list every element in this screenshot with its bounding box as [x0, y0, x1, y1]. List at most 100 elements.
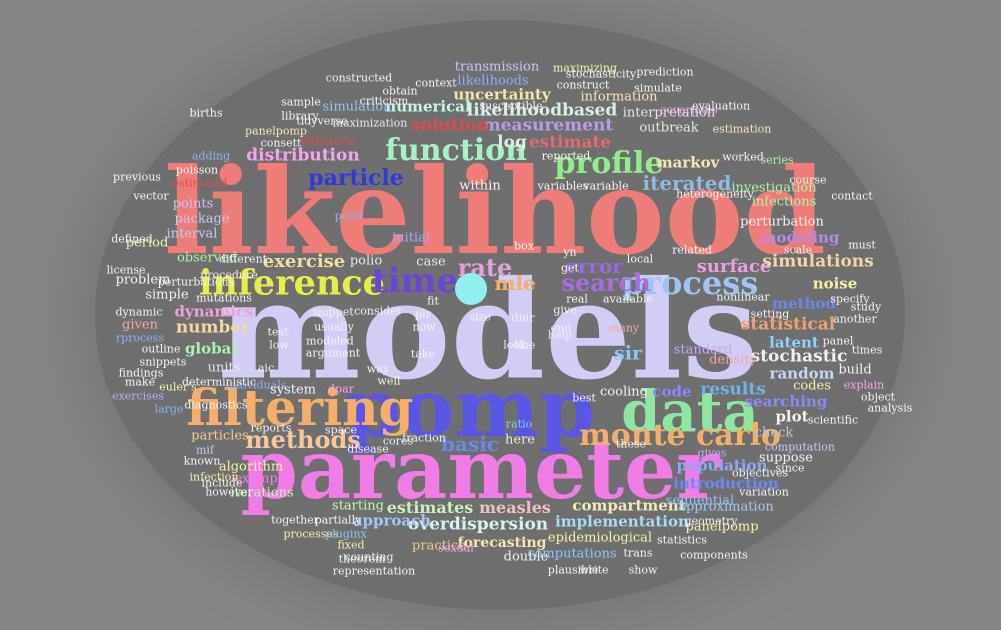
cloud-word: susceptible: [479, 99, 543, 113]
cloud-word: period: [125, 235, 169, 251]
cloud-word: another: [833, 312, 877, 326]
cloud-word: panelpomp: [685, 519, 759, 535]
cloud-word: density: [709, 352, 757, 368]
cloud-word: worked: [722, 150, 764, 164]
cloud-word: interval: [166, 226, 218, 242]
cloud-word: dynamics: [174, 302, 254, 321]
cloud-word: outline: [141, 342, 181, 356]
cloud-word: known: [183, 454, 221, 468]
cloud-word: problem: [115, 272, 171, 288]
cloud-word: compartment: [572, 496, 686, 515]
cloud-word: numerical: [385, 97, 471, 116]
cloud-word: build: [838, 362, 872, 378]
cloud-word: ratio: [505, 417, 533, 431]
cloud-word: consider: [354, 304, 402, 318]
cloud-word: specify: [830, 292, 870, 306]
cloud-word: times: [851, 343, 883, 357]
cloud-word: get: [561, 261, 579, 275]
cloud-word: example: [234, 471, 290, 487]
cloud-word: transmission: [454, 59, 540, 75]
cloud-word: modeled: [306, 334, 354, 348]
cloud-word: forecasting: [457, 535, 547, 551]
cloud-word: given: [122, 317, 158, 333]
cloud-word: time: [371, 261, 459, 301]
cloud-word: simulate: [634, 81, 682, 95]
cloud-word: many: [608, 321, 640, 335]
cloud-word: exercises: [112, 389, 164, 403]
cloud-word: outbreak: [639, 120, 699, 136]
cloud-word: cores: [382, 434, 414, 448]
cloud-word: likelihoods: [457, 73, 529, 89]
cloud-word: since: [775, 461, 805, 475]
cloud-word: box: [514, 239, 534, 253]
cloud-word: individuals: [225, 378, 287, 392]
cloud-word: fraction: [402, 431, 446, 445]
cloud-word: theorem: [338, 552, 386, 566]
cloud-word: code: [652, 382, 692, 401]
cloud-word: euler's: [159, 380, 197, 394]
cloud-word: processes: [283, 527, 339, 541]
cloud-word: implementation: [555, 512, 689, 531]
cloud-word: study: [850, 300, 882, 314]
cloud-word: solution: [411, 115, 489, 136]
cloud-word: maximizing: [552, 61, 618, 75]
cloud-background: [95, 20, 905, 610]
cloud-word: starting: [332, 498, 384, 514]
cloud-word: disease: [347, 442, 389, 456]
cloud-word: way: [366, 362, 390, 376]
cloud-word: related: [672, 243, 712, 257]
cloud-word: covariates: [660, 103, 718, 117]
cloud-word: exercise: [262, 251, 346, 272]
cloud-word: computations: [527, 546, 617, 562]
cloud-word: real: [566, 292, 588, 306]
cloud-word: stochasticity: [565, 67, 637, 81]
cloud-word: make: [124, 375, 156, 389]
cloud-word: computation: [765, 440, 835, 454]
cloud-word: check: [754, 425, 794, 441]
cloud-word: perturbation: [740, 214, 824, 230]
cloud-word: local: [626, 252, 654, 266]
cloud-word: perturbations: [157, 275, 235, 289]
cloud-word: fixed: [337, 538, 365, 552]
cloud-word: context: [415, 76, 457, 90]
cloud-word: cooling: [600, 384, 648, 400]
cloud-word: infection: [189, 470, 239, 484]
cloud-word: must: [848, 238, 876, 252]
cloud-word: diagnostics: [184, 398, 248, 412]
cloud-word: give: [553, 303, 577, 317]
cloud-word: simulations: [762, 251, 874, 272]
cloud-word: here: [505, 432, 535, 448]
cloud-word: scale: [783, 243, 813, 257]
cloud-word: these: [615, 437, 647, 451]
cloud-word: basic: [441, 432, 499, 456]
cloud-word: overdispersion: [407, 514, 549, 535]
cloud-word: representation: [332, 564, 416, 578]
cloud-word: algorithm: [218, 459, 284, 475]
cloud-word: low: [269, 338, 289, 352]
cloud-word: mutations: [196, 291, 252, 305]
cloud-word: nonlinear: [716, 290, 770, 304]
cloud-word: latent: [769, 333, 819, 352]
cloud-word: criticism: [359, 94, 409, 108]
cloud-word: variables: [537, 179, 589, 193]
cloud-word: within: [459, 178, 501, 194]
cloud-word: yn: [563, 245, 577, 259]
cloud-word: method: [772, 294, 836, 313]
cloud-word: include: [201, 476, 243, 490]
cloud-word: global: [184, 339, 238, 358]
cloud-word: explain: [843, 378, 885, 392]
cloud-word: components: [680, 548, 748, 562]
cloud-word: estimation: [712, 122, 772, 136]
cloud-word: large: [154, 402, 184, 416]
cloud-word: plot: [775, 407, 809, 426]
cloud-word: sexual: [438, 541, 474, 555]
cloud-word: package: [174, 211, 230, 227]
cloud-word: take: [410, 347, 436, 361]
cloud-word: obtain: [382, 84, 418, 98]
cloud-word: iterations: [230, 485, 294, 501]
cloud-word: series: [760, 153, 794, 167]
cloud-word: tidyverse: [296, 114, 348, 128]
cloud-word: stochastic: [750, 346, 848, 367]
cloud-word: variation: [739, 485, 789, 499]
